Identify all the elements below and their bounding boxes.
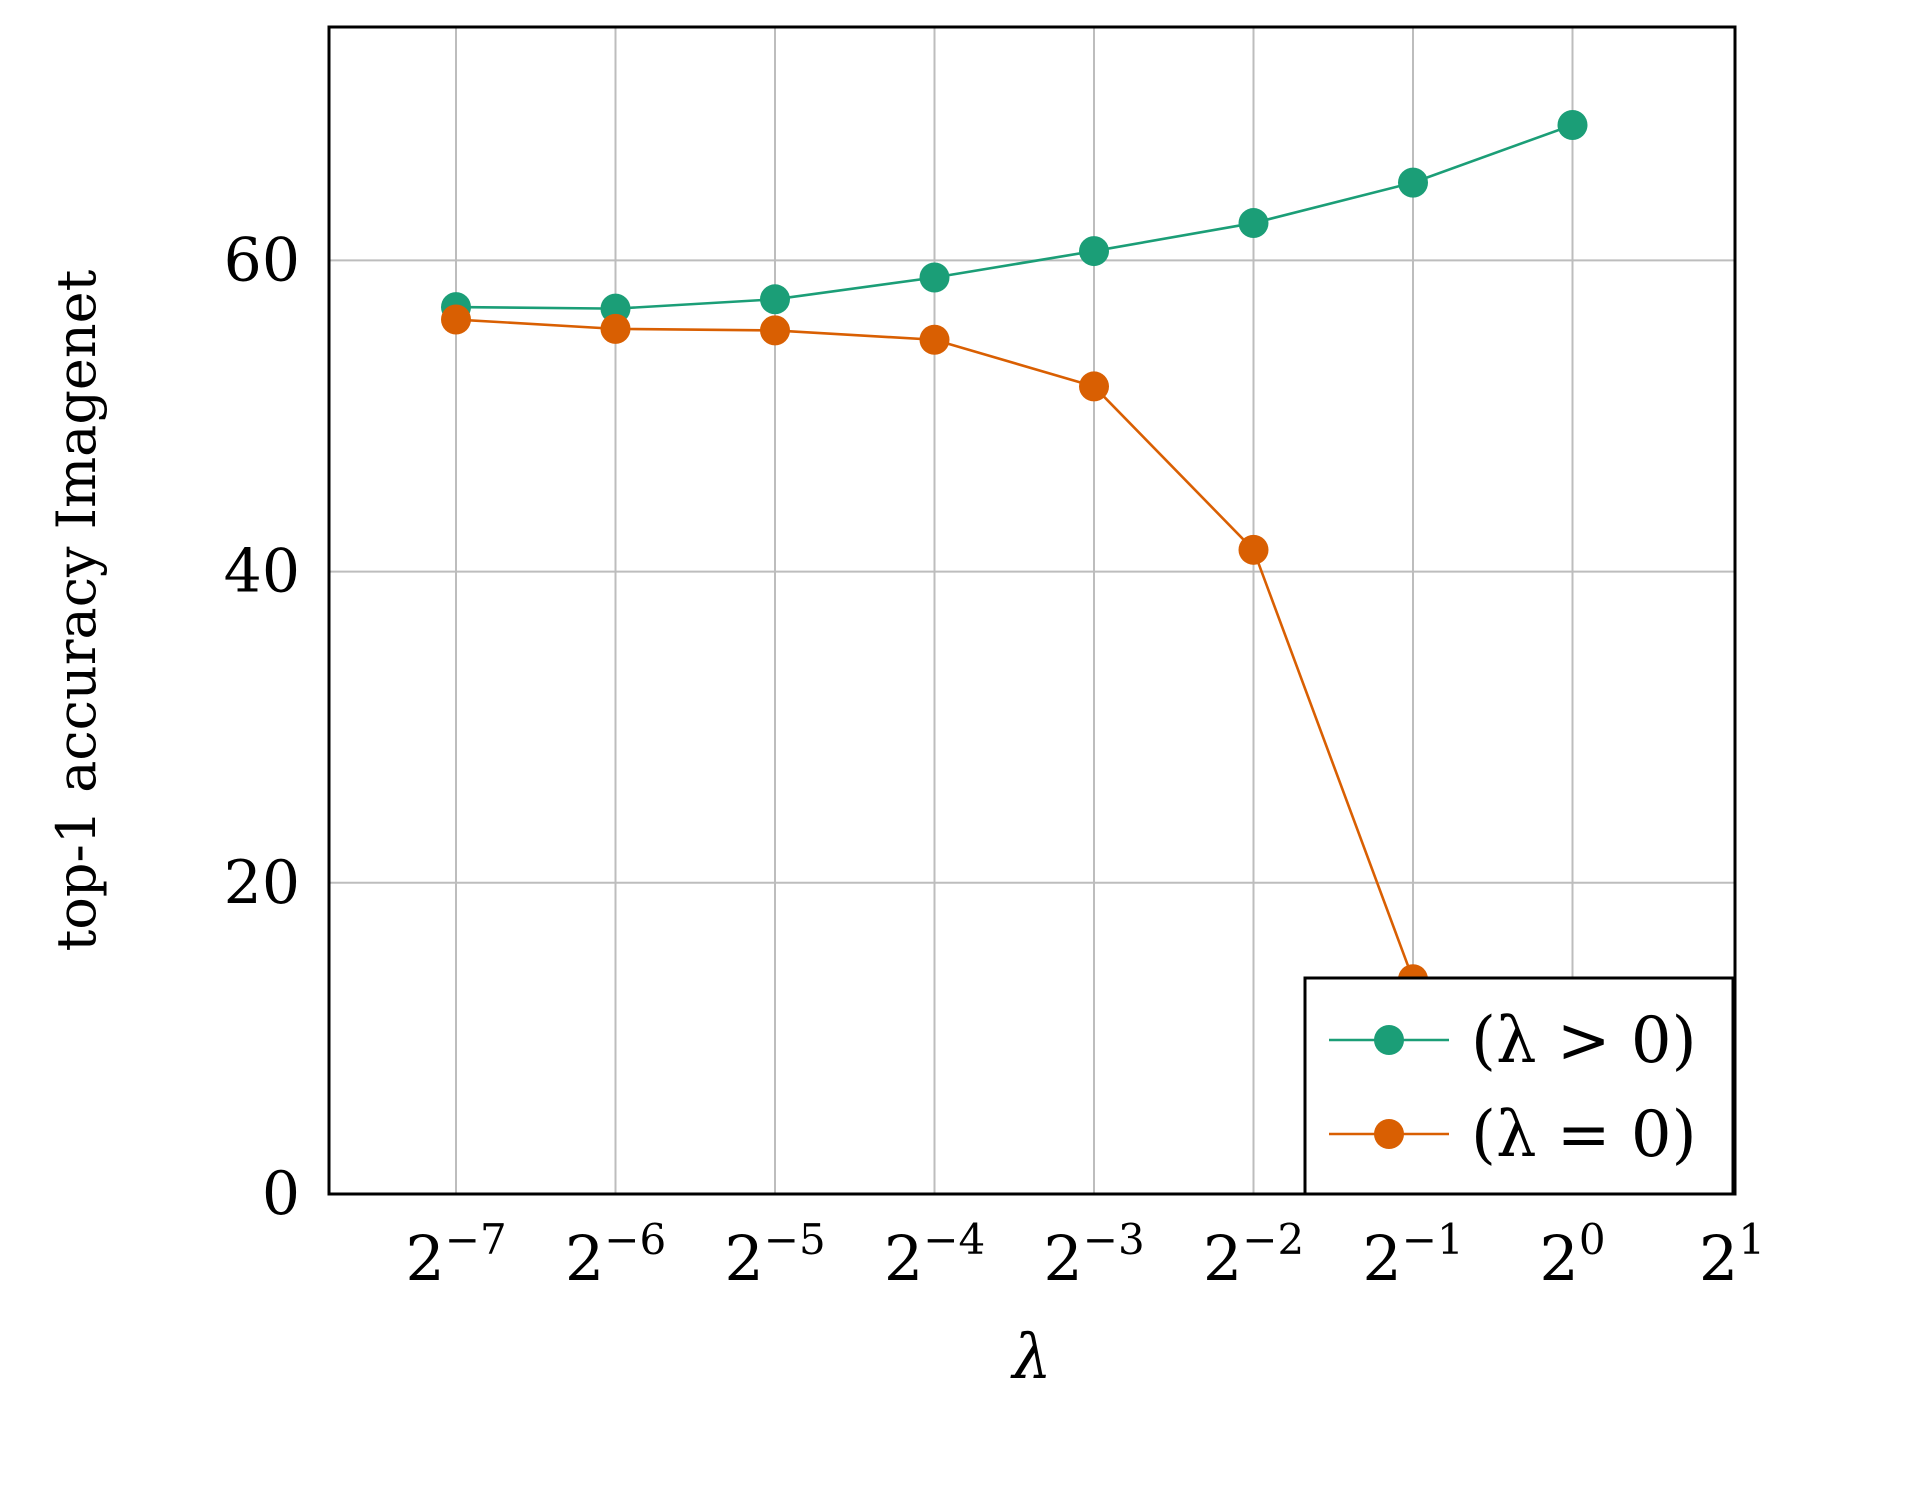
legend-label: (λ > 0) xyxy=(1471,1004,1697,1078)
x-tick-label: 2−1 xyxy=(1362,1215,1463,1295)
x-tick-exponent: −4 xyxy=(923,1215,985,1264)
data-point xyxy=(760,315,790,346)
x-tick-base: 2 xyxy=(405,1222,444,1295)
x-tick-base: 2 xyxy=(1362,1222,1401,1295)
data-point xyxy=(600,313,631,344)
y-tick-label: 0 xyxy=(262,1159,300,1229)
data-point xyxy=(919,262,950,293)
legend-marker xyxy=(1374,1025,1404,1055)
legend-label: (λ = 0) xyxy=(1471,1098,1697,1172)
data-point xyxy=(1238,208,1269,239)
y-tick-label: 40 xyxy=(224,537,300,607)
y-axis-label: top-1 accuracy Imagenet xyxy=(45,269,108,951)
data-point xyxy=(1238,534,1269,565)
data-point xyxy=(919,324,950,355)
x-tick-base: 2 xyxy=(565,1222,604,1295)
x-tick-exponent: −6 xyxy=(604,1215,666,1264)
x-tick-base: 2 xyxy=(884,1222,923,1295)
x-tick-label: 21 xyxy=(1699,1215,1765,1295)
x-tick-label: 20 xyxy=(1539,1215,1605,1295)
x-tick-label: 2−5 xyxy=(724,1215,825,1295)
x-tick-label: 2−2 xyxy=(1203,1215,1304,1295)
plot-area-frame xyxy=(327,25,1737,1196)
data-point xyxy=(760,284,790,315)
series-line xyxy=(455,123,1573,310)
data-point xyxy=(1557,110,1588,141)
x-tick-exponent: 0 xyxy=(1579,1215,1606,1264)
x-tick-label: 2−4 xyxy=(884,1215,985,1295)
legend: (λ > 0) (λ = 0) xyxy=(1303,976,1735,1196)
series-1 xyxy=(441,110,1588,324)
x-tick-exponent: −1 xyxy=(1402,1215,1464,1264)
x-tick-base: 2 xyxy=(724,1222,763,1295)
x-tick-base: 2 xyxy=(1699,1222,1738,1295)
x-tick-exponent: −3 xyxy=(1083,1215,1145,1264)
x-tick-label: 2−3 xyxy=(1043,1215,1144,1295)
series-line xyxy=(455,318,1574,1183)
x-tick-base: 2 xyxy=(1203,1222,1242,1295)
x-tick-exponent: −2 xyxy=(1242,1215,1304,1264)
data-point xyxy=(1398,167,1428,198)
data-point xyxy=(441,304,471,335)
data-point xyxy=(1079,371,1109,402)
x-tick-label: 2−7 xyxy=(405,1215,506,1295)
legend-box xyxy=(1303,976,1735,1196)
legend-entry: (λ = 0) xyxy=(1329,1098,1697,1172)
x-tick-base: 2 xyxy=(1539,1222,1578,1295)
x-tick-exponent: 1 xyxy=(1738,1215,1765,1264)
x-tick-exponent: −5 xyxy=(764,1215,826,1264)
x-axis-label: λ xyxy=(1009,1320,1051,1393)
x-tick-base: 2 xyxy=(1043,1222,1082,1295)
y-tick-label: 60 xyxy=(224,225,300,295)
data-point xyxy=(1079,236,1109,267)
x-tick-exponent: −7 xyxy=(445,1215,507,1264)
legend-marker xyxy=(1374,1119,1404,1149)
legend-entry: (λ > 0) xyxy=(1329,1004,1697,1078)
y-tick-label: 20 xyxy=(224,848,300,918)
x-tick-label: 2−6 xyxy=(565,1215,666,1295)
